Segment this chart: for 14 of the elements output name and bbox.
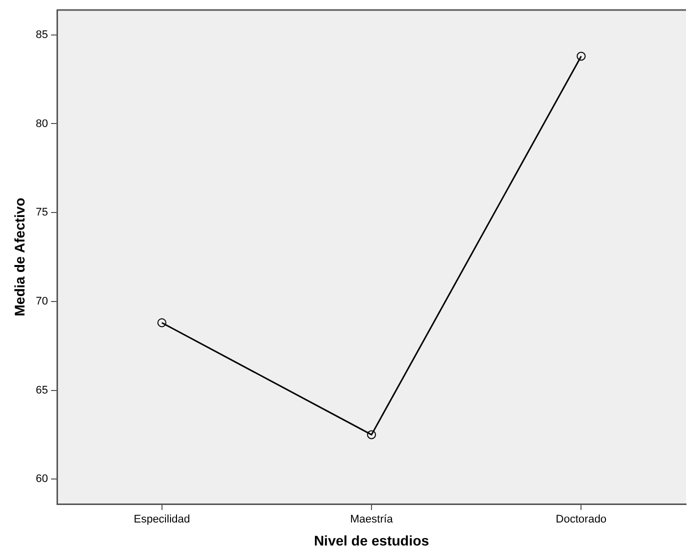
point [576, 52, 586, 61]
x-tick-label: Maestría [350, 514, 394, 526]
y-tick-label: 80 [36, 118, 48, 130]
y-axis-title: Media de Afectivo [11, 198, 28, 316]
x-tick-label: Especilidad [134, 514, 190, 526]
y-tick-label: 75 [36, 206, 48, 219]
y-tick-label: 70 [36, 295, 48, 308]
y-tick-label: 60 [36, 473, 48, 486]
point [157, 318, 166, 328]
point [367, 430, 376, 440]
y-tick-label: 65 [36, 384, 48, 396]
x-tick-label: Doctorado [556, 514, 607, 526]
y-tick-label: 85 [36, 28, 48, 41]
x-axis-title: Nivel de estudios [314, 532, 430, 548]
